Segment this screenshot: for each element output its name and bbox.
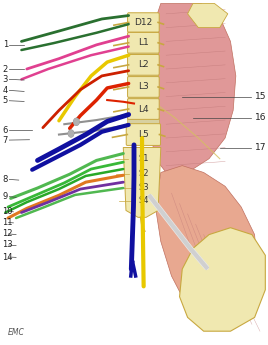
FancyBboxPatch shape (128, 32, 159, 53)
Text: S1: S1 (138, 154, 149, 163)
FancyBboxPatch shape (128, 13, 159, 32)
FancyBboxPatch shape (128, 52, 159, 56)
Text: S2: S2 (138, 169, 149, 178)
Text: L5: L5 (138, 130, 149, 139)
Text: 8: 8 (3, 175, 8, 184)
Circle shape (74, 119, 79, 125)
FancyBboxPatch shape (128, 77, 159, 97)
Text: 11: 11 (2, 218, 12, 227)
Text: 16: 16 (255, 114, 267, 122)
Text: 2: 2 (3, 65, 8, 73)
Text: L1: L1 (138, 38, 149, 47)
Text: 15: 15 (255, 92, 267, 101)
Circle shape (69, 130, 73, 137)
FancyBboxPatch shape (128, 99, 159, 119)
Text: L2: L2 (138, 60, 149, 69)
FancyBboxPatch shape (128, 31, 159, 34)
Text: 10: 10 (2, 207, 12, 216)
Text: 5: 5 (3, 96, 8, 105)
Text: 7: 7 (3, 136, 8, 145)
FancyBboxPatch shape (128, 74, 159, 78)
Text: 13: 13 (2, 240, 13, 249)
Polygon shape (155, 166, 257, 310)
Text: 3: 3 (3, 75, 8, 84)
Text: L3: L3 (138, 82, 149, 91)
Polygon shape (147, 3, 236, 172)
Text: 4: 4 (3, 86, 8, 95)
Circle shape (74, 118, 79, 125)
Text: S3: S3 (138, 183, 149, 192)
Text: 14: 14 (2, 253, 12, 262)
Text: D12: D12 (134, 18, 152, 27)
Text: 1: 1 (3, 40, 8, 49)
Text: 9: 9 (3, 192, 8, 201)
FancyBboxPatch shape (126, 124, 161, 146)
Polygon shape (180, 228, 265, 331)
Circle shape (68, 130, 74, 137)
FancyBboxPatch shape (128, 55, 159, 75)
FancyBboxPatch shape (128, 119, 159, 124)
Text: 12: 12 (2, 229, 12, 238)
Text: EMC: EMC (8, 328, 24, 337)
Polygon shape (188, 3, 228, 28)
Text: S4: S4 (138, 196, 149, 205)
Text: 6: 6 (3, 126, 8, 135)
Text: L4: L4 (138, 105, 149, 114)
Text: 17: 17 (255, 143, 267, 152)
FancyBboxPatch shape (128, 96, 159, 100)
Polygon shape (123, 148, 161, 217)
